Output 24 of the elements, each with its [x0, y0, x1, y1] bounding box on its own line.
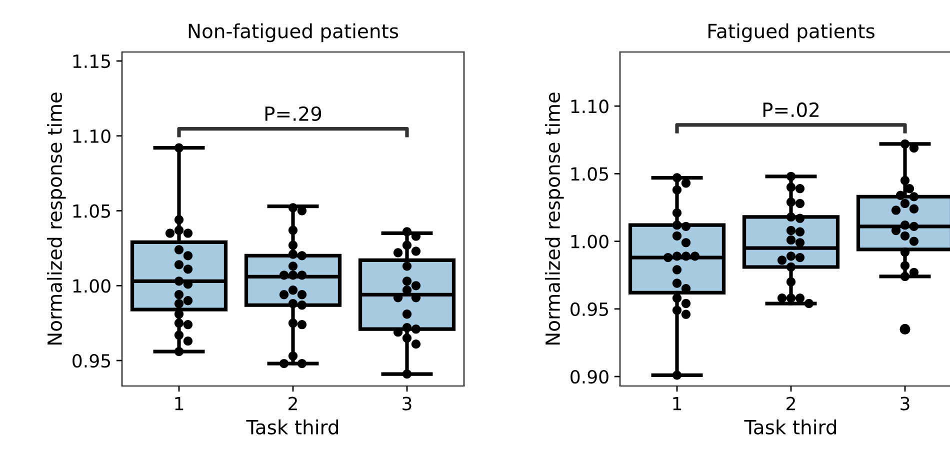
y-axis-title: Normalized response time [47, 92, 66, 345]
y-tick-label: 1.10 [571, 100, 608, 114]
x-tick-label: 3 [900, 396, 910, 410]
annotation: P=.02 [763, 102, 819, 118]
y-tick-label: 1.15 [73, 54, 110, 68]
y-tick-label: 1.10 [73, 129, 110, 143]
y-tick-label: 1.00 [73, 279, 110, 293]
x-tick-label: 1 [175, 396, 184, 410]
y-tick-label: 1.05 [571, 167, 608, 181]
x-tick-label: 3 [402, 396, 412, 410]
x-axis-title: Task third [246, 419, 338, 434]
y-tick-label: 1.05 [73, 204, 110, 218]
x-axis-title: Task third [744, 419, 836, 434]
x-tick-label: 2 [288, 396, 297, 410]
x-tick-label: 2 [786, 396, 795, 410]
chart-title: Non-fatigued patients [188, 23, 398, 42]
chart-title: Fatigued patients [708, 23, 874, 42]
x-tick-label: 1 [673, 396, 682, 410]
y-tick-label: 0.95 [570, 302, 608, 316]
y-tick-label: 0.90 [570, 370, 608, 384]
y-axis-title: Normalized response time [545, 92, 564, 345]
y-tick-label: 0.95 [72, 354, 110, 368]
annotation: P=.29 [265, 106, 322, 122]
y-tick-label: 1.00 [571, 234, 608, 248]
